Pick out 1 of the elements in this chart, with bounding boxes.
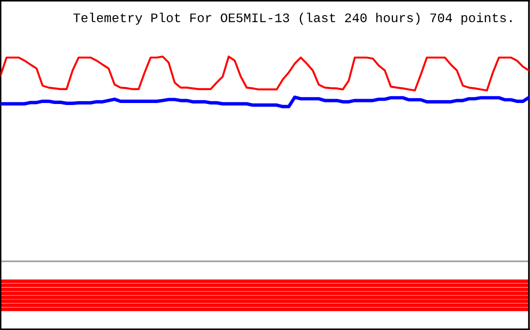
chart-title: Telemetry Plot For OE5MIL-13 (last 240 hours) 704 points. <box>73 12 512 25</box>
